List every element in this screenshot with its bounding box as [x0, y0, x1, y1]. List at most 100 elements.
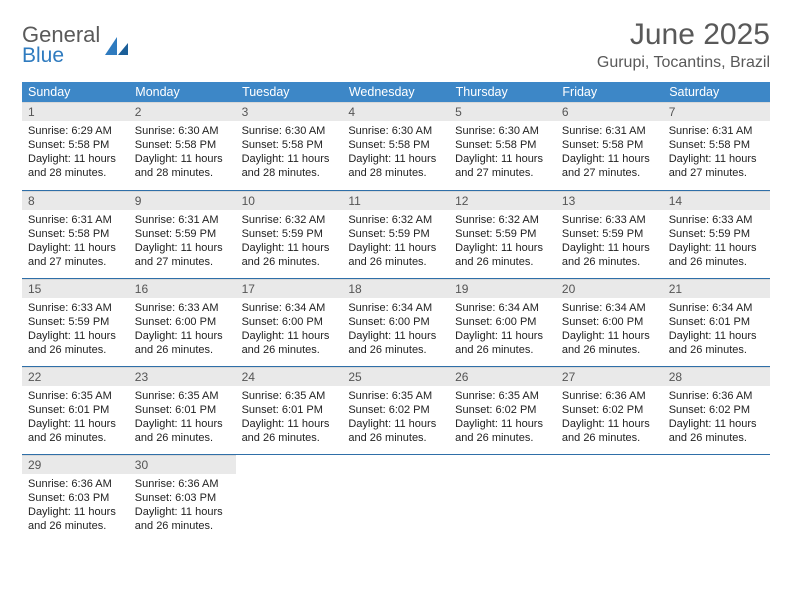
calendar-row: 1Sunrise: 6:29 AMSunset: 5:58 PMDaylight…: [22, 102, 770, 190]
day-number: 3: [236, 102, 343, 121]
calendar-cell: ..: [449, 454, 556, 542]
day-number: 6: [556, 102, 663, 121]
day-details: Sunrise: 6:34 AMSunset: 6:01 PMDaylight:…: [663, 298, 770, 361]
day-number: 2: [129, 102, 236, 121]
day-number: 11: [342, 191, 449, 210]
day-details: Sunrise: 6:36 AMSunset: 6:03 PMDaylight:…: [129, 474, 236, 537]
day-number: 7: [663, 102, 770, 121]
calendar-cell: 17Sunrise: 6:34 AMSunset: 6:00 PMDayligh…: [236, 278, 343, 366]
calendar-row: 15Sunrise: 6:33 AMSunset: 5:59 PMDayligh…: [22, 278, 770, 366]
calendar-row: 22Sunrise: 6:35 AMSunset: 6:01 PMDayligh…: [22, 366, 770, 454]
day-number: 10: [236, 191, 343, 210]
header: General Blue June 2025 Gurupi, Tocantins…: [22, 18, 770, 72]
calendar-cell: 11Sunrise: 6:32 AMSunset: 5:59 PMDayligh…: [342, 190, 449, 278]
day-details: Sunrise: 6:29 AMSunset: 5:58 PMDaylight:…: [22, 121, 129, 184]
calendar-cell: 23Sunrise: 6:35 AMSunset: 6:01 PMDayligh…: [129, 366, 236, 454]
day-number: 25: [342, 367, 449, 386]
day-details: Sunrise: 6:33 AMSunset: 5:59 PMDaylight:…: [22, 298, 129, 361]
calendar-cell: 30Sunrise: 6:36 AMSunset: 6:03 PMDayligh…: [129, 454, 236, 542]
calendar-cell: 19Sunrise: 6:34 AMSunset: 6:00 PMDayligh…: [449, 278, 556, 366]
day-details: Sunrise: 6:35 AMSunset: 6:02 PMDaylight:…: [342, 386, 449, 449]
day-number: 13: [556, 191, 663, 210]
day-number: 20: [556, 279, 663, 298]
calendar-cell: 7Sunrise: 6:31 AMSunset: 5:58 PMDaylight…: [663, 102, 770, 190]
weekday-header-row: Sunday Monday Tuesday Wednesday Thursday…: [22, 82, 770, 102]
day-details: Sunrise: 6:35 AMSunset: 6:01 PMDaylight:…: [22, 386, 129, 449]
calendar-cell: 24Sunrise: 6:35 AMSunset: 6:01 PMDayligh…: [236, 366, 343, 454]
day-number: 4: [342, 102, 449, 121]
day-number: 16: [129, 279, 236, 298]
calendar-cell: 18Sunrise: 6:34 AMSunset: 6:00 PMDayligh…: [342, 278, 449, 366]
day-number: 28: [663, 367, 770, 386]
weekday-header: Thursday: [449, 82, 556, 102]
day-details: Sunrise: 6:34 AMSunset: 6:00 PMDaylight:…: [342, 298, 449, 361]
day-details: Sunrise: 6:31 AMSunset: 5:58 PMDaylight:…: [22, 210, 129, 273]
day-details: Sunrise: 6:30 AMSunset: 5:58 PMDaylight:…: [129, 121, 236, 184]
day-number: 30: [129, 455, 236, 474]
calendar-cell: 29Sunrise: 6:36 AMSunset: 6:03 PMDayligh…: [22, 454, 129, 542]
title-block: June 2025 Gurupi, Tocantins, Brazil: [597, 18, 770, 72]
day-details: Sunrise: 6:30 AMSunset: 5:58 PMDaylight:…: [342, 121, 449, 184]
day-details: Sunrise: 6:32 AMSunset: 5:59 PMDaylight:…: [236, 210, 343, 273]
day-details: Sunrise: 6:31 AMSunset: 5:58 PMDaylight:…: [556, 121, 663, 184]
calendar-cell: 4Sunrise: 6:30 AMSunset: 5:58 PMDaylight…: [342, 102, 449, 190]
weekday-header: Monday: [129, 82, 236, 102]
calendar-cell: 27Sunrise: 6:36 AMSunset: 6:02 PMDayligh…: [556, 366, 663, 454]
calendar-cell: 3Sunrise: 6:30 AMSunset: 5:58 PMDaylight…: [236, 102, 343, 190]
calendar-cell: 28Sunrise: 6:36 AMSunset: 6:02 PMDayligh…: [663, 366, 770, 454]
calendar-cell: ..: [663, 454, 770, 542]
calendar-cell: 26Sunrise: 6:35 AMSunset: 6:02 PMDayligh…: [449, 366, 556, 454]
calendar-cell: 14Sunrise: 6:33 AMSunset: 5:59 PMDayligh…: [663, 190, 770, 278]
weekday-header: Sunday: [22, 82, 129, 102]
calendar-cell: ..: [236, 454, 343, 542]
day-details: Sunrise: 6:34 AMSunset: 6:00 PMDaylight:…: [236, 298, 343, 361]
day-details: Sunrise: 6:32 AMSunset: 5:59 PMDaylight:…: [342, 210, 449, 273]
calendar-row: 29Sunrise: 6:36 AMSunset: 6:03 PMDayligh…: [22, 454, 770, 542]
day-details: Sunrise: 6:35 AMSunset: 6:02 PMDaylight:…: [449, 386, 556, 449]
logo-line2: Blue: [22, 45, 100, 66]
month-title: June 2025: [597, 18, 770, 52]
day-number: 8: [22, 191, 129, 210]
calendar-cell: ..: [342, 454, 449, 542]
calendar-cell: 5Sunrise: 6:30 AMSunset: 5:58 PMDaylight…: [449, 102, 556, 190]
day-number: 18: [342, 279, 449, 298]
day-details: Sunrise: 6:33 AMSunset: 5:59 PMDaylight:…: [556, 210, 663, 273]
day-number: 24: [236, 367, 343, 386]
day-details: Sunrise: 6:33 AMSunset: 5:59 PMDaylight:…: [663, 210, 770, 273]
day-number: 5: [449, 102, 556, 121]
day-number: 9: [129, 191, 236, 210]
day-details: Sunrise: 6:35 AMSunset: 6:01 PMDaylight:…: [236, 386, 343, 449]
day-number: 15: [22, 279, 129, 298]
calendar-cell: 8Sunrise: 6:31 AMSunset: 5:58 PMDaylight…: [22, 190, 129, 278]
calendar-cell: 10Sunrise: 6:32 AMSunset: 5:59 PMDayligh…: [236, 190, 343, 278]
calendar-cell: 12Sunrise: 6:32 AMSunset: 5:59 PMDayligh…: [449, 190, 556, 278]
day-number: 23: [129, 367, 236, 386]
weekday-header: Saturday: [663, 82, 770, 102]
day-number: 14: [663, 191, 770, 210]
day-number: 17: [236, 279, 343, 298]
day-number: 21: [663, 279, 770, 298]
calendar-cell: ..: [556, 454, 663, 542]
calendar-cell: 20Sunrise: 6:34 AMSunset: 6:00 PMDayligh…: [556, 278, 663, 366]
calendar-cell: 6Sunrise: 6:31 AMSunset: 5:58 PMDaylight…: [556, 102, 663, 190]
day-number: 1: [22, 102, 129, 121]
day-number: 22: [22, 367, 129, 386]
day-details: Sunrise: 6:30 AMSunset: 5:58 PMDaylight:…: [449, 121, 556, 184]
day-details: Sunrise: 6:36 AMSunset: 6:03 PMDaylight:…: [22, 474, 129, 537]
day-details: Sunrise: 6:34 AMSunset: 6:00 PMDaylight:…: [556, 298, 663, 361]
calendar-cell: 22Sunrise: 6:35 AMSunset: 6:01 PMDayligh…: [22, 366, 129, 454]
calendar-cell: 2Sunrise: 6:30 AMSunset: 5:58 PMDaylight…: [129, 102, 236, 190]
location: Gurupi, Tocantins, Brazil: [597, 54, 770, 72]
calendar-row: 8Sunrise: 6:31 AMSunset: 5:58 PMDaylight…: [22, 190, 770, 278]
day-details: Sunrise: 6:36 AMSunset: 6:02 PMDaylight:…: [556, 386, 663, 449]
day-details: Sunrise: 6:33 AMSunset: 6:00 PMDaylight:…: [129, 298, 236, 361]
calendar-cell: 16Sunrise: 6:33 AMSunset: 6:00 PMDayligh…: [129, 278, 236, 366]
day-details: Sunrise: 6:31 AMSunset: 5:59 PMDaylight:…: [129, 210, 236, 273]
logo: General Blue: [22, 18, 129, 66]
logo-sail-icon: [103, 35, 129, 57]
calendar-cell: 21Sunrise: 6:34 AMSunset: 6:01 PMDayligh…: [663, 278, 770, 366]
calendar-cell: 1Sunrise: 6:29 AMSunset: 5:58 PMDaylight…: [22, 102, 129, 190]
weekday-header: Friday: [556, 82, 663, 102]
logo-text-block: General Blue: [22, 24, 100, 66]
calendar-cell: 15Sunrise: 6:33 AMSunset: 5:59 PMDayligh…: [22, 278, 129, 366]
